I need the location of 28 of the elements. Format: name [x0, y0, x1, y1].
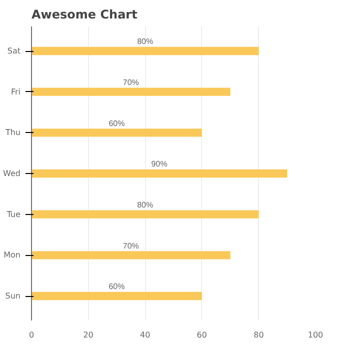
bar	[32, 292, 202, 300]
y-tick-label: Mon	[4, 250, 21, 260]
bar	[32, 88, 230, 96]
y-tick-label: Wed	[3, 169, 21, 178]
bar	[32, 210, 259, 218]
bar	[32, 251, 230, 260]
y-tick-label: Tue	[6, 210, 21, 219]
x-tick-label: 80	[254, 330, 264, 340]
bar	[32, 46, 259, 56]
y-tick-label: Sat	[7, 46, 21, 56]
data-label: 60%	[108, 118, 125, 128]
bar	[32, 128, 202, 137]
chart-title: Awesome Chart	[32, 8, 138, 22]
data-label: 80%	[137, 200, 154, 210]
bar	[32, 169, 288, 178]
data-label: 70%	[122, 78, 139, 87]
y-tick-label: Fri	[10, 87, 20, 96]
x-tick-label: 40	[140, 330, 150, 340]
data-label: 80%	[137, 37, 154, 46]
x-tick-label: 20	[83, 330, 94, 340]
x-tick-label: 100	[308, 330, 324, 340]
y-tick-label: Sun	[5, 292, 20, 300]
data-label: 60%	[108, 282, 125, 292]
data-label: 70%	[122, 241, 139, 250]
x-tick-label: 60	[196, 330, 207, 340]
x-tick-label: 0	[28, 330, 34, 340]
y-tick-label: Thu	[4, 128, 21, 138]
data-label: 90%	[151, 160, 168, 169]
